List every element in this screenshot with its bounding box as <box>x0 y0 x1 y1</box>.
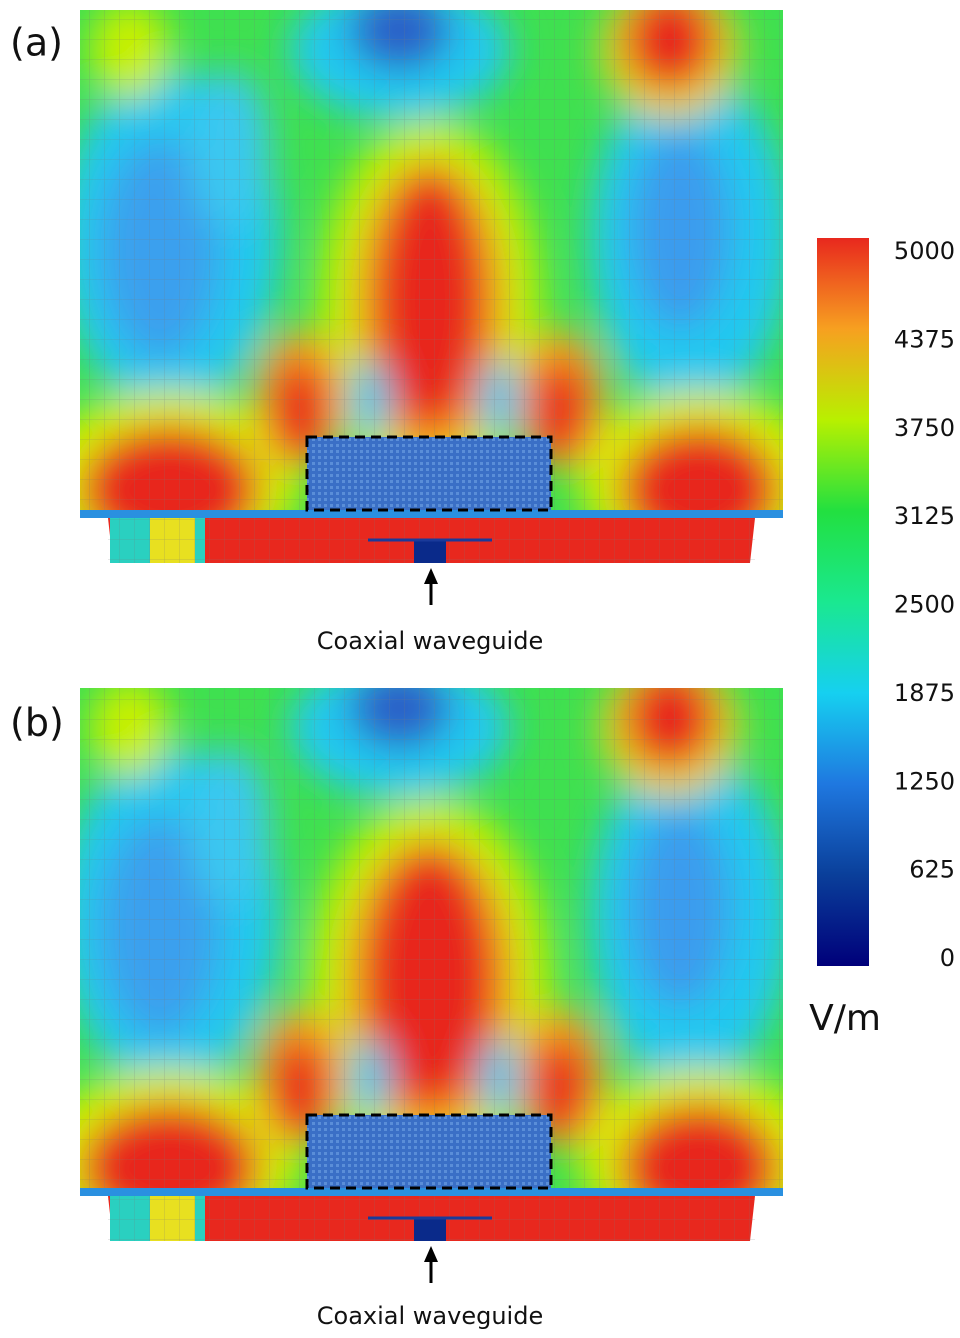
colorbar-tick-label: 3750 <box>894 414 955 442</box>
coax <box>414 1218 446 1241</box>
arrow-head <box>424 1246 438 1262</box>
panel-label: (a) <box>10 21 63 65</box>
arrow-head <box>424 568 438 584</box>
field <box>80 10 783 517</box>
mesh <box>80 688 783 1195</box>
annotation: Coaxial waveguide <box>317 1302 543 1330</box>
sample <box>305 1113 553 1190</box>
colorbar-tick-label: 1250 <box>894 767 955 795</box>
field <box>80 688 783 1195</box>
colorbar-tick-label: 2500 <box>894 591 955 619</box>
colorbar-tick-label: 5000 <box>894 237 955 265</box>
wall <box>80 1188 783 1196</box>
panel-label: (b) <box>10 701 64 745</box>
sample <box>305 435 553 512</box>
coax <box>414 540 446 563</box>
colorbar <box>817 238 869 966</box>
colorbar-tick-label: 4375 <box>894 325 955 353</box>
mesh <box>80 10 783 517</box>
annotation: Coaxial waveguide <box>317 627 543 655</box>
colorbar-tick-label: 0 <box>940 944 955 972</box>
colorbar-tick-label: 625 <box>909 856 955 884</box>
colorbar-tick-label: 3125 <box>894 502 955 530</box>
colorbar-tick-label: 1875 <box>894 679 955 707</box>
field-plot <box>80 10 783 605</box>
colorbar-unit: V/m <box>809 998 881 1039</box>
field-plot <box>80 688 783 1283</box>
wall <box>80 510 783 518</box>
